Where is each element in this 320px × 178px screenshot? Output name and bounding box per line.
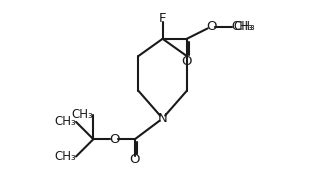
Text: O: O: [206, 20, 216, 33]
Text: O: O: [181, 55, 192, 68]
Text: CH₃: CH₃: [232, 20, 254, 33]
Text: N: N: [158, 112, 167, 125]
Text: CH₃: CH₃: [72, 108, 93, 121]
Text: CH₃: CH₃: [54, 115, 76, 128]
Text: O: O: [109, 133, 119, 146]
Text: CH₃: CH₃: [234, 20, 255, 33]
Text: CH₃: CH₃: [54, 150, 76, 163]
Text: F: F: [159, 12, 166, 25]
Text: O: O: [130, 153, 140, 166]
